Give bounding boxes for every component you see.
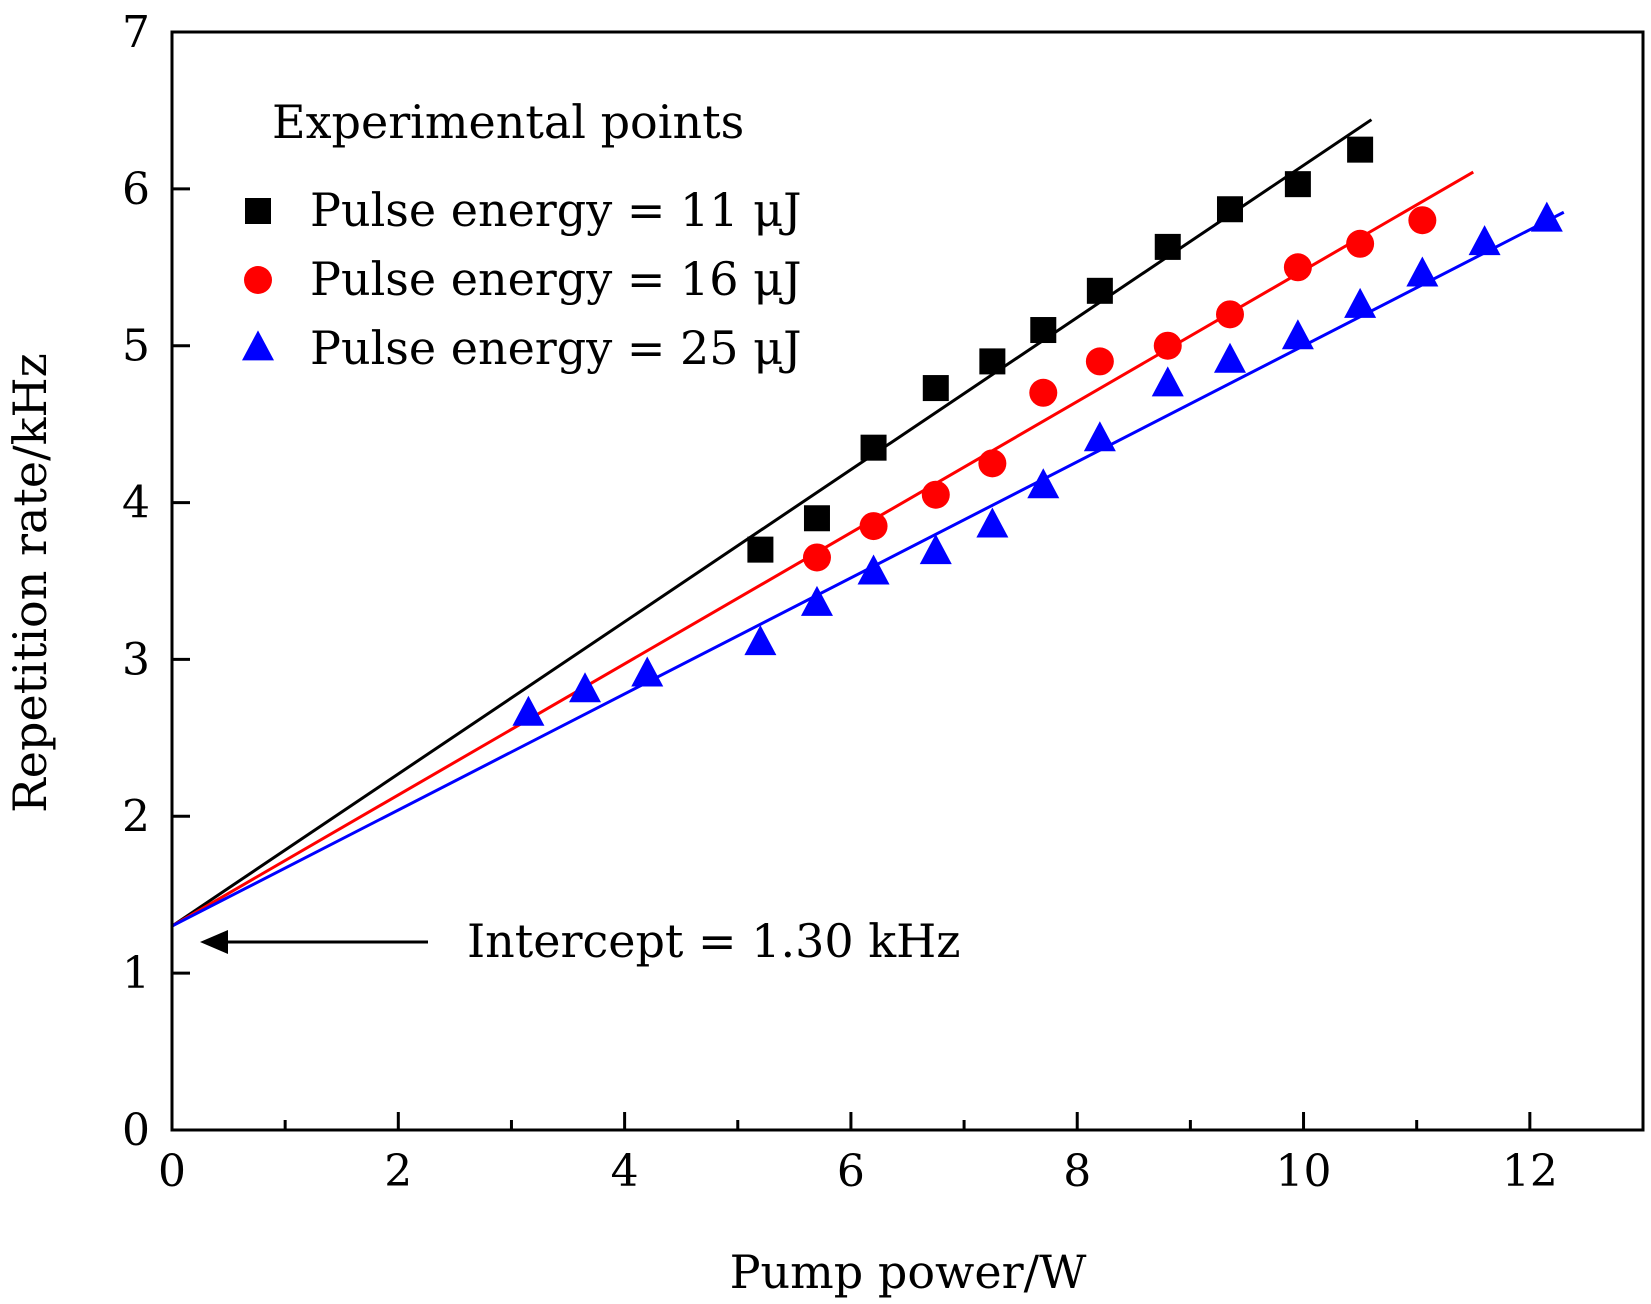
data-point-series-2: [1408, 206, 1437, 235]
legend-marker-1: [245, 198, 271, 224]
legend-label-1: Pulse energy = 11 μJ: [310, 183, 802, 237]
data-point-series-1: [979, 348, 1006, 375]
intercept-label: Intercept = 1.30 kHz: [467, 914, 960, 968]
y-tick-label: 6: [122, 164, 150, 215]
legend-label-2: Pulse energy = 16 μJ: [310, 252, 802, 306]
y-axis-label: Repetition rate/kHz: [3, 353, 57, 813]
data-point-series-3: [1281, 319, 1314, 350]
data-point-series-2: [802, 543, 831, 572]
data-markers: [512, 136, 1563, 726]
data-point-series-2: [1085, 347, 1114, 376]
legend-marker-3: [242, 330, 274, 361]
data-point-series-1: [922, 375, 949, 402]
x-tick-label: 2: [384, 1146, 412, 1197]
data-point-series-3: [1083, 421, 1116, 452]
data-point-series-1: [1154, 233, 1181, 260]
data-point-series-3: [1027, 468, 1060, 499]
data-point-series-3: [976, 507, 1009, 538]
data-point-series-3: [1213, 342, 1246, 373]
x-axis-label: Pump power/W: [730, 1245, 1087, 1299]
data-point-series-3: [744, 625, 777, 656]
x-tick-label: 8: [1063, 1146, 1091, 1197]
data-point-series-2: [978, 449, 1007, 478]
y-tick-label: 5: [122, 321, 150, 372]
y-tick-label: 4: [122, 478, 150, 529]
y-tick-label: 2: [122, 791, 150, 842]
data-point-series-1: [1086, 277, 1113, 304]
legend-entries: Pulse energy = 11 μJ Pulse energy = 16 μJ…: [242, 183, 802, 375]
data-point-series-3: [1530, 201, 1563, 232]
data-point-series-2: [859, 512, 888, 541]
data-point-series-1: [747, 536, 774, 563]
data-point-series-2: [1029, 378, 1058, 407]
x-tick-label: 10: [1276, 1146, 1332, 1197]
legend: Experimental points Pulse energy = 11 μJ…: [242, 95, 802, 375]
x-tick-label: 12: [1502, 1146, 1558, 1197]
data-point-series-3: [1151, 366, 1184, 397]
data-point-series-1: [1347, 136, 1374, 163]
data-point-series-1: [1284, 171, 1311, 198]
legend-label-3: Pulse energy = 25 μJ: [310, 321, 802, 375]
data-point-series-1: [860, 434, 887, 461]
x-tick-label: 0: [158, 1146, 186, 1197]
plot-frame: [170, 30, 1645, 1132]
y-tick-label: 1: [122, 948, 150, 999]
data-point-series-3: [1344, 287, 1377, 318]
legend-marker-2: [244, 266, 272, 294]
y-tick-label: 0: [122, 1105, 150, 1156]
x-tick-label: 4: [611, 1146, 639, 1197]
data-point-series-2: [1153, 331, 1182, 360]
data-point-series-3: [1468, 225, 1501, 256]
data-point-series-2: [1346, 229, 1375, 258]
data-point-series-1: [803, 505, 830, 532]
data-point-series-3: [800, 585, 833, 616]
data-point-series-3: [857, 554, 890, 585]
data-point-series-3: [919, 534, 952, 565]
data-point-series-1: [1216, 196, 1243, 223]
data-point-series-1: [1030, 317, 1057, 344]
data-point-series-3: [1406, 256, 1439, 287]
intercept-annotation: Intercept = 1.30 kHz: [200, 914, 960, 968]
data-point-series-3: [569, 672, 602, 703]
data-point-series-3: [512, 695, 545, 726]
data-point-series-2: [1215, 300, 1244, 329]
y-tick-label: 7: [122, 7, 150, 58]
x-tick-label: 6: [837, 1146, 865, 1197]
y-tick-label: 3: [122, 634, 150, 685]
data-point-series-2: [1283, 253, 1312, 282]
data-point-series-2: [921, 480, 950, 509]
data-point-series-3: [631, 656, 664, 687]
intercept-arrow-head: [200, 930, 228, 954]
legend-title: Experimental points: [272, 95, 744, 149]
